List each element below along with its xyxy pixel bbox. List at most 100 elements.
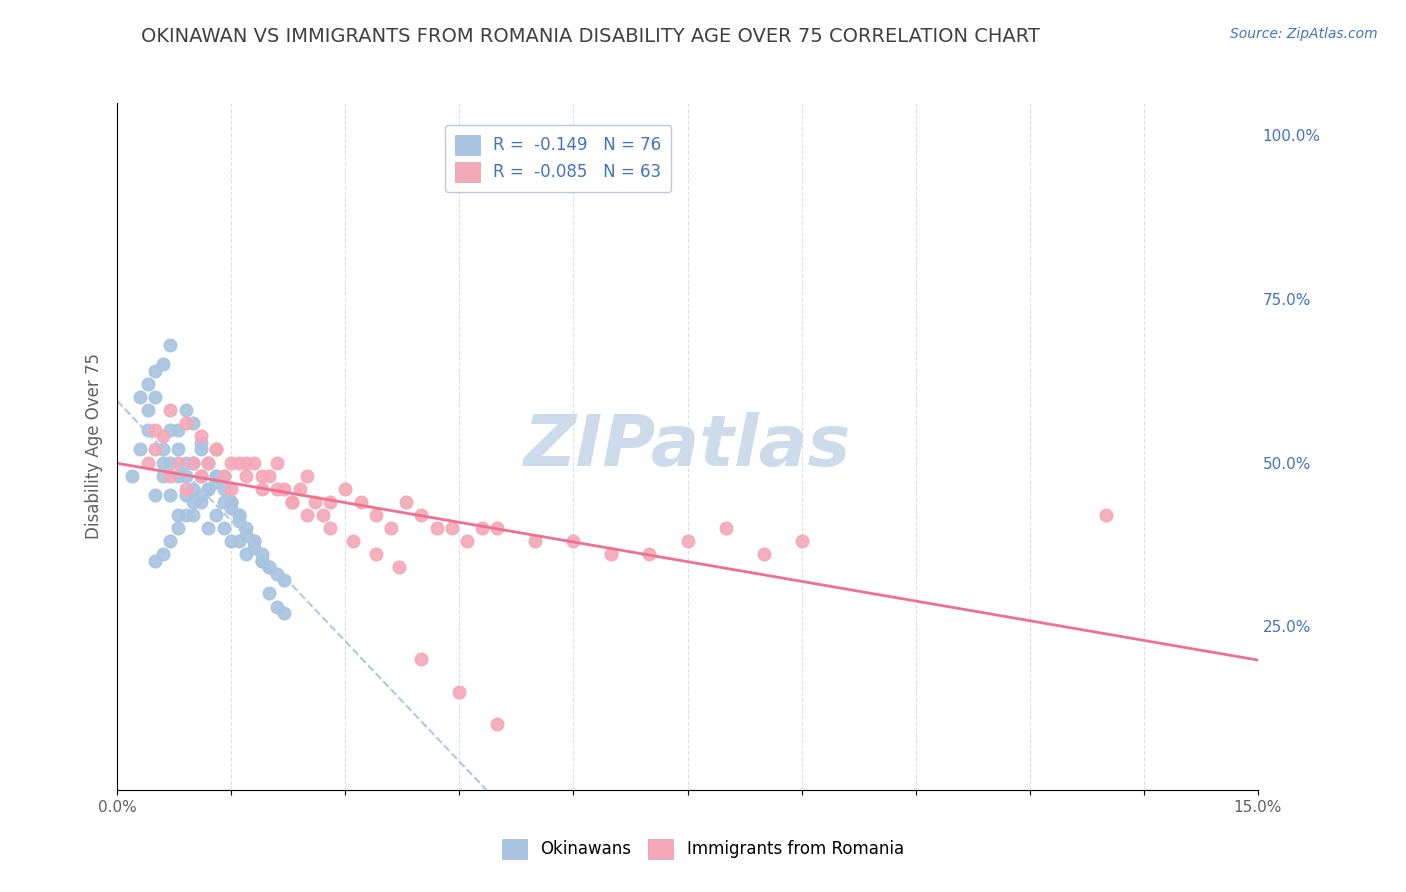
Point: [159, 488, 181, 502]
Point: [136, 403, 159, 417]
Point: [486, 717, 509, 731]
Point: [143, 423, 166, 437]
Point: [456, 534, 478, 549]
Point: [159, 534, 181, 549]
Point: [335, 482, 357, 496]
Point: [562, 534, 585, 549]
Point: [266, 482, 288, 496]
Point: [304, 495, 326, 509]
Point: [181, 417, 204, 431]
Legend: R =  -0.149   N = 76, R =  -0.085   N = 63: R = -0.149 N = 76, R = -0.085 N = 63: [444, 125, 671, 192]
Point: [380, 521, 402, 535]
Text: OKINAWAN VS IMMIGRANTS FROM ROMANIA DISABILITY AGE OVER 75 CORRELATION CHART: OKINAWAN VS IMMIGRANTS FROM ROMANIA DISA…: [141, 27, 1040, 45]
Point: [143, 364, 166, 378]
Point: [174, 417, 197, 431]
Point: [411, 508, 433, 522]
Point: [243, 456, 266, 470]
Point: [228, 534, 250, 549]
Point: [411, 652, 433, 666]
Point: [212, 495, 235, 509]
Point: [281, 495, 304, 509]
Point: [152, 429, 174, 443]
Point: [319, 495, 342, 509]
Point: [259, 586, 281, 600]
Point: [190, 468, 212, 483]
Point: [235, 521, 257, 535]
Point: [235, 456, 257, 470]
Point: [395, 495, 418, 509]
Point: [159, 456, 181, 470]
Point: [136, 376, 159, 391]
Point: [486, 521, 509, 535]
Point: [129, 442, 152, 457]
Point: [205, 468, 228, 483]
Point: [205, 468, 228, 483]
Point: [197, 456, 219, 470]
Point: [311, 508, 333, 522]
Point: [228, 456, 250, 470]
Point: [174, 403, 197, 417]
Point: [167, 423, 190, 437]
Point: [205, 475, 228, 490]
Point: [281, 495, 304, 509]
Point: [426, 521, 449, 535]
Point: [181, 456, 204, 470]
Point: [228, 515, 250, 529]
Point: [143, 554, 166, 568]
Point: [181, 508, 204, 522]
Point: [174, 488, 197, 502]
Point: [364, 547, 387, 561]
Point: [243, 534, 266, 549]
Legend: Okinawans, Immigrants from Romania: Okinawans, Immigrants from Romania: [495, 832, 911, 866]
Point: [174, 468, 197, 483]
Point: [273, 482, 295, 496]
Point: [129, 390, 152, 404]
Point: [159, 337, 181, 351]
Point: [250, 547, 273, 561]
Point: [197, 456, 219, 470]
Point: [364, 508, 387, 522]
Point: [197, 482, 219, 496]
Point: [167, 456, 190, 470]
Point: [143, 442, 166, 457]
Point: [190, 436, 212, 450]
Point: [181, 495, 204, 509]
Point: [250, 554, 273, 568]
Point: [259, 560, 281, 574]
Point: [174, 456, 197, 470]
Point: [152, 547, 174, 561]
Point: [205, 442, 228, 457]
Point: [212, 468, 235, 483]
Point: [190, 488, 212, 502]
Point: [197, 482, 219, 496]
Point: [250, 554, 273, 568]
Point: [212, 482, 235, 496]
Point: [219, 501, 242, 516]
Point: [219, 482, 242, 496]
Point: [143, 390, 166, 404]
Point: [219, 456, 242, 470]
Point: [273, 606, 295, 620]
Point: [288, 482, 311, 496]
Point: [190, 495, 212, 509]
Point: [449, 684, 471, 698]
Point: [714, 521, 737, 535]
Point: [228, 508, 250, 522]
Point: [752, 547, 775, 561]
Point: [1094, 508, 1116, 522]
Point: [181, 482, 204, 496]
Point: [297, 468, 319, 483]
Point: [152, 442, 174, 457]
Point: [524, 534, 547, 549]
Point: [297, 508, 319, 522]
Point: [219, 495, 242, 509]
Point: [349, 495, 371, 509]
Point: [167, 508, 190, 522]
Point: [243, 541, 266, 555]
Point: [638, 547, 661, 561]
Point: [212, 521, 235, 535]
Point: [790, 534, 813, 549]
Point: [159, 423, 181, 437]
Point: [174, 482, 197, 496]
Point: [152, 357, 174, 371]
